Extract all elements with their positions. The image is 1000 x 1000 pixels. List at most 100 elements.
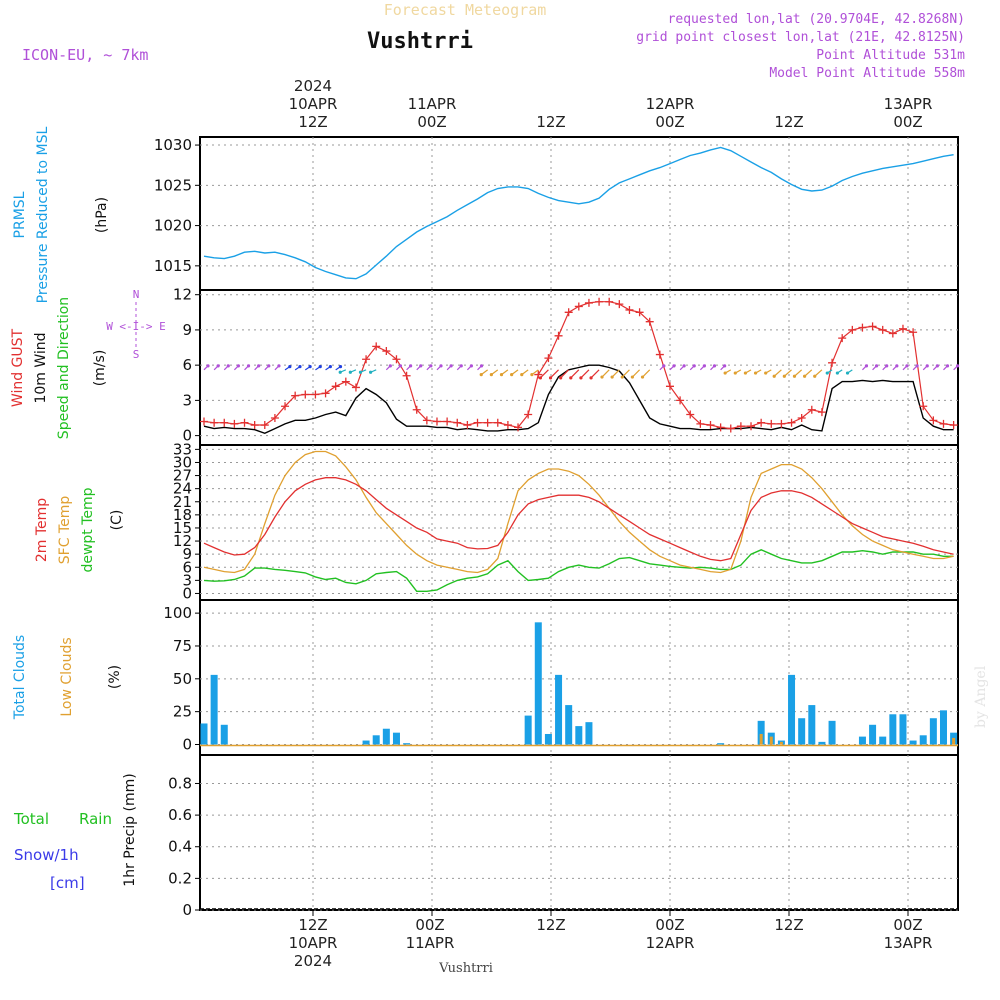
wind-arrow-head <box>885 364 889 368</box>
gust-marker <box>210 418 219 427</box>
y-tick-label: 75 <box>173 637 192 655</box>
pressure-line <box>203 146 954 280</box>
total-cloud-bar <box>899 714 907 745</box>
svg-text:(C): (C) <box>109 510 125 531</box>
total-cloud-bar <box>808 705 816 745</box>
wind-speed-line <box>203 364 954 435</box>
gust-marker <box>939 419 948 428</box>
total-cloud-bar <box>403 743 411 745</box>
wind-arrow-head <box>803 374 807 378</box>
svg-text:dewpt Temp: dewpt Temp <box>80 487 96 572</box>
wind-arrow-head <box>772 374 776 378</box>
y-tick-label: 50 <box>173 670 192 688</box>
y-tick-label: 6 <box>182 558 192 576</box>
total-cloud-bar <box>382 728 390 745</box>
y-tick-label: 25 <box>173 703 192 721</box>
wind-arrow <box>601 369 610 378</box>
y-tick-label: 1020 <box>154 217 192 235</box>
gust-marker <box>281 402 290 411</box>
svg-text:(hPa): (hPa) <box>94 197 110 233</box>
svg-text:1hr Precip (mm): 1hr Precip (mm) <box>122 773 138 886</box>
wind-arrow-head <box>559 376 563 380</box>
total-cloud-bar <box>818 741 826 745</box>
wind-arrow-head <box>600 375 604 379</box>
svg-text:00Z: 00Z <box>415 916 444 934</box>
gust-marker <box>524 410 533 419</box>
gust-marker <box>665 382 674 391</box>
y-ticks: 0 0.2 0.4 0.6 0.8 <box>168 774 958 919</box>
gust-marker <box>200 417 208 426</box>
meteogram-title: Forecast Meteogram <box>384 1 547 19</box>
wind-arrow-head <box>338 370 342 374</box>
total-cloud-bar <box>362 740 370 745</box>
wind-arrow-head <box>692 364 696 368</box>
gust-marker <box>949 421 958 430</box>
total-cloud-bar <box>220 724 228 745</box>
wind-arrow-head <box>479 364 484 368</box>
low-cloud-bar <box>779 741 783 745</box>
total-cloud-bar <box>210 674 218 745</box>
wind-arrow <box>560 369 570 379</box>
gust-marker <box>645 317 654 326</box>
wind-arrow <box>539 369 549 379</box>
y-tick-label: 6 <box>182 356 192 374</box>
y-tick-label: 15 <box>173 519 192 537</box>
y-tick-label: 24 <box>173 480 192 498</box>
wind-direction-arrows <box>203 364 960 380</box>
wind-arrow-head <box>764 371 768 375</box>
gust-marker <box>797 413 806 422</box>
wind-arrow <box>814 369 823 377</box>
wind-arrow-head <box>733 371 737 375</box>
gust-marker <box>534 370 543 379</box>
temp-axis-title: 2m Temp SFC Temp dewpt Temp (C) <box>34 487 125 572</box>
gust-marker <box>655 350 664 359</box>
svg-text:13APR: 13APR <box>884 95 933 113</box>
wind-arrow-head <box>398 364 403 368</box>
y-tick-label: 27 <box>173 467 192 485</box>
gust-marker <box>453 418 462 427</box>
y-tick-label: 100 <box>163 604 192 622</box>
gust-marker <box>270 413 279 422</box>
gust-marker <box>493 418 502 427</box>
gust-marker <box>838 334 847 343</box>
rain-label: Rain <box>79 810 112 828</box>
total-cloud-bar <box>788 674 796 745</box>
svg-text:00Z: 00Z <box>893 113 922 131</box>
y-tick-label: 12 <box>173 286 192 304</box>
total-label: Total <box>13 810 49 828</box>
cm-label: [cm] <box>50 874 85 892</box>
low-cloud-bar <box>952 737 956 745</box>
gust-marker <box>767 419 776 428</box>
total-cloud-bar <box>544 733 552 745</box>
wind-arrow-head <box>328 365 332 369</box>
gust-marker <box>443 417 452 426</box>
wind-arrow-head <box>288 365 292 369</box>
svg-text:2024: 2024 <box>294 952 332 970</box>
wind-arrow-head <box>257 364 261 368</box>
wind-arrow-head <box>358 370 363 374</box>
y-tick-label: 0.8 <box>168 774 192 792</box>
gust-marker <box>291 391 300 400</box>
wind-arrow-head <box>662 364 666 368</box>
wind-arrow-head <box>530 373 534 377</box>
total-cloud-bar <box>858 736 866 745</box>
wind-arrow-head <box>538 376 543 380</box>
svg-text:00Z: 00Z <box>417 113 446 131</box>
wind-arrow-head <box>589 376 593 380</box>
svg-text:12Z: 12Z <box>298 113 327 131</box>
cloud-bars <box>200 622 958 747</box>
gust-markers <box>200 297 958 433</box>
gust-marker <box>686 410 695 419</box>
gust-marker <box>929 416 938 425</box>
wind-arrow <box>783 369 792 377</box>
svg-text:11APR: 11APR <box>406 934 455 952</box>
total-cloud-bar <box>534 622 542 745</box>
wind-arrow-head <box>246 364 251 368</box>
svg-text:PRMSL: PRMSL <box>12 191 28 238</box>
svg-text:(m/s): (m/s) <box>92 350 108 387</box>
wind-arrow-head <box>419 364 423 368</box>
